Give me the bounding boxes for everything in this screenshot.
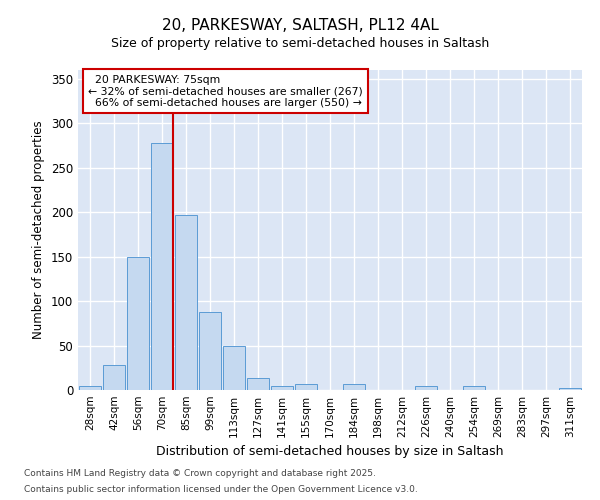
Bar [199,312,221,390]
Text: Contains HM Land Registry data © Crown copyright and database right 2025.: Contains HM Land Registry data © Crown c… [24,468,376,477]
Bar [127,256,149,390]
Bar [247,378,269,390]
Bar [463,386,485,390]
Bar [271,386,293,390]
Bar [223,346,245,390]
X-axis label: Distribution of semi-detached houses by size in Saltash: Distribution of semi-detached houses by … [156,446,504,458]
Bar [103,365,125,390]
Bar [343,384,365,390]
Text: Size of property relative to semi-detached houses in Saltash: Size of property relative to semi-detach… [111,38,489,51]
Text: Contains public sector information licensed under the Open Government Licence v3: Contains public sector information licen… [24,485,418,494]
Bar [295,384,317,390]
Text: 20 PARKESWAY: 75sqm
← 32% of semi-detached houses are smaller (267)
  66% of sem: 20 PARKESWAY: 75sqm ← 32% of semi-detach… [88,75,363,108]
Bar [559,388,581,390]
Bar [79,386,101,390]
Y-axis label: Number of semi-detached properties: Number of semi-detached properties [32,120,46,340]
Bar [415,386,437,390]
Bar [151,143,173,390]
Text: 20, PARKESWAY, SALTASH, PL12 4AL: 20, PARKESWAY, SALTASH, PL12 4AL [161,18,439,32]
Bar [175,215,197,390]
